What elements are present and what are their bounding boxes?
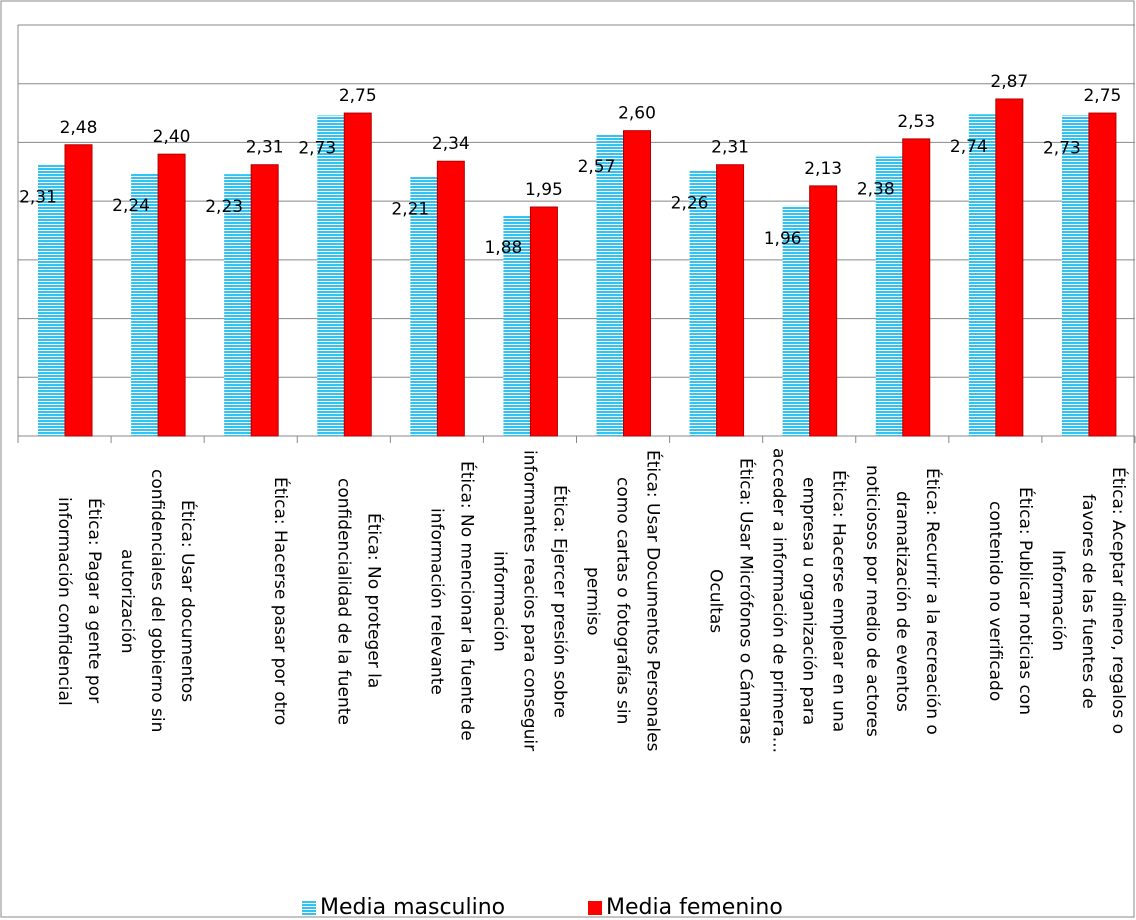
x-tick-label: Ética: Usar documentos confidenciales de… [117, 469, 198, 733]
data-label: 2,24 [112, 196, 150, 216]
data-label: 2,87 [990, 72, 1028, 92]
data-label: 2,73 [1043, 138, 1081, 158]
x-tick-label: Ética: Publicar noticias con contenido n… [984, 487, 1035, 715]
bar [809, 185, 838, 437]
bar [529, 206, 558, 437]
x-tick-label: Ética: No mencionar la fuente de informa… [426, 461, 477, 741]
data-label: 2,75 [339, 86, 377, 106]
x-tick-label: Ética: Usar Documentos Personales como c… [582, 450, 663, 752]
bar [716, 164, 745, 437]
legend-swatch [588, 901, 602, 915]
bar [689, 170, 717, 436]
data-label: 2,60 [618, 104, 656, 124]
data-label: 2,48 [60, 118, 98, 138]
bar [1088, 112, 1117, 437]
data-label: 2,23 [205, 197, 243, 217]
data-label: 2,13 [804, 159, 842, 179]
legend-label: Media femenino [606, 895, 783, 920]
data-label: 1,96 [764, 229, 802, 249]
x-tick-label: Ética: Ejercer presión sobre informantes… [489, 450, 570, 752]
data-label: 2,75 [1083, 86, 1121, 106]
data-label: 2,31 [246, 138, 284, 158]
x-tick-label: Ética: Hacerse pasar por otro [270, 476, 291, 726]
legend-item: Media masculino [302, 896, 505, 920]
x-tick-label: Ética: No proteger la confidencialidad d… [333, 477, 384, 725]
bar [131, 172, 159, 436]
bar [782, 205, 810, 436]
bar [38, 164, 65, 437]
data-label: 2,40 [153, 127, 191, 147]
data-label: 2,38 [857, 180, 895, 200]
bar [1061, 115, 1089, 437]
data-label: 1,88 [484, 238, 522, 258]
data-label: 2,31 [711, 138, 749, 158]
data-label: 2,34 [432, 134, 470, 154]
data-label: 2,73 [298, 138, 336, 158]
bar [410, 176, 438, 437]
bar [503, 215, 531, 436]
legend-swatch [302, 901, 316, 915]
x-tick-label: Ética: Aceptar dinero, regalos o favores… [1047, 467, 1128, 735]
data-label: 1,95 [525, 180, 563, 200]
x-tick-label: Ética: Hacerse emplear en una empresa u … [768, 448, 849, 754]
bar [157, 153, 186, 437]
bar [64, 144, 93, 437]
bar [250, 164, 279, 437]
bar [436, 160, 465, 437]
bar [343, 112, 372, 437]
data-label: 2,57 [578, 157, 616, 177]
data-label: 2,26 [671, 194, 709, 214]
data-label: 2,53 [897, 112, 935, 132]
legend-item: Media femenino [588, 896, 783, 920]
data-label: 2,74 [950, 137, 988, 157]
bar [902, 138, 931, 437]
bar [623, 130, 651, 437]
bar [224, 174, 252, 437]
x-tick-label: Ética: Usar Micrófonos o Cámaras Ocultas [705, 457, 756, 745]
legend-label: Media masculino [320, 895, 506, 920]
x-tick-label: Ética: Pagar a gente por información con… [54, 496, 105, 706]
bar [968, 114, 996, 436]
data-label: 2,31 [19, 188, 57, 208]
data-label: 2,21 [391, 199, 429, 219]
x-tick-label: Ética: Recurrir a la recreación o dramat… [861, 465, 942, 737]
bar [317, 115, 345, 437]
bar [875, 156, 903, 436]
bar [995, 98, 1024, 437]
bar [596, 134, 624, 437]
